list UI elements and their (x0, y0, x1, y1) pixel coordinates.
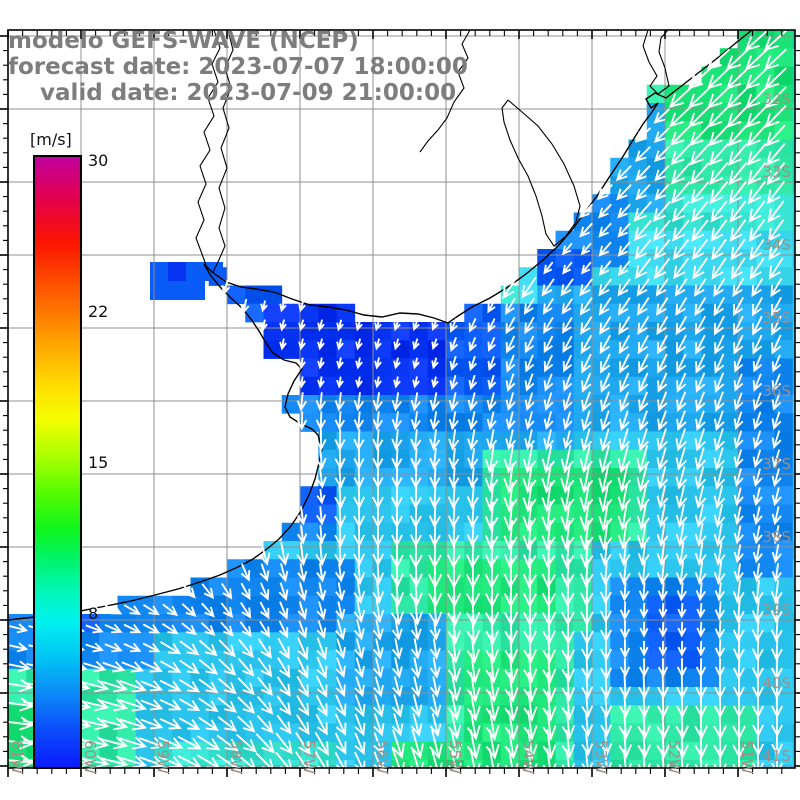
longitude-label: 57W (300, 740, 318, 774)
latitude-label: 34S (762, 236, 791, 254)
longitude-label: 53W (592, 740, 610, 774)
latitude-label: 33S (762, 163, 791, 181)
colorbar-gradient (33, 155, 82, 769)
river-delta-cells (150, 262, 223, 300)
latitude-label: 40S (762, 674, 791, 692)
latitude-label: 38S (762, 528, 791, 546)
colorbar-unit-label: [m/s] (30, 130, 72, 149)
latitude-label: 35S (762, 309, 791, 327)
longitude-label: 59W (154, 740, 172, 774)
longitude-label: 51W (738, 740, 756, 774)
coastline-path (7, 29, 753, 621)
longitude-label: 61W (8, 740, 26, 774)
longitude-label: 60W (81, 740, 99, 774)
lagoon-outline (642, 29, 670, 95)
colorbar-tick-label: 8 (88, 604, 99, 623)
longitude-label: 56W (373, 740, 391, 774)
coastline-layer (7, 29, 753, 621)
wave-direction-arrows (4, 29, 788, 779)
colorbar-tick-label: 30 (88, 151, 109, 170)
latitude-label: 36S (762, 382, 791, 400)
longitude-label: 52W (665, 740, 683, 774)
plot-frame (0, 29, 800, 777)
longitude-label: 58W (227, 740, 245, 774)
latitude-label: 32S (762, 90, 791, 108)
river-path (419, 29, 471, 153)
latitude-label: 41S (762, 747, 791, 765)
river-path (195, 29, 221, 266)
wave-field-cells (8, 30, 795, 768)
colorbar-tick-label: 22 (88, 302, 109, 321)
latitude-label: 37S (762, 455, 791, 473)
axis-labels: 61W 60W 59W 58W 57W 56W 55W 54W 53W 52W 51W 32S 33S 3… (8, 90, 791, 774)
longitude-label: 54W (519, 740, 537, 774)
longitude-label: 55W (446, 740, 464, 774)
river-path (212, 29, 234, 273)
colorbar-tick-label: 15 (88, 453, 109, 472)
latitude-label: 39S (762, 601, 791, 619)
lagoon-outline (501, 99, 581, 247)
